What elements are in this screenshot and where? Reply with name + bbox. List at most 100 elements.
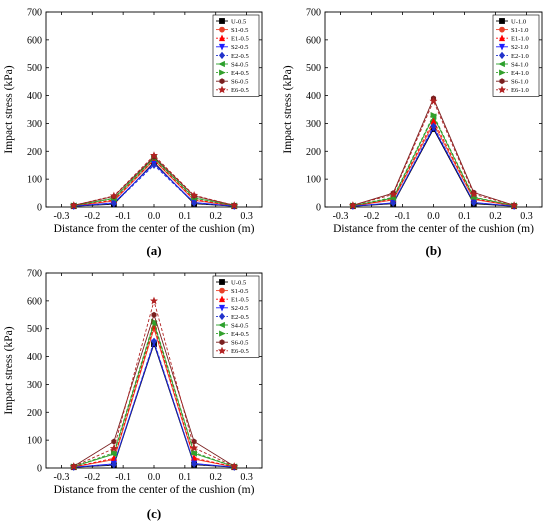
legend-marker [498, 85, 506, 94]
x-tick-label: 0.3 [240, 472, 253, 483]
x-tick-label: -0.3 [54, 472, 70, 483]
y-tick-label: 500 [27, 63, 42, 74]
chart-panel-2: 0 100 200 300 400 500 600 700 -0.3 -0.2 -0.1 0.0 0.1… [3, 269, 263, 521]
legend-marker [219, 312, 225, 321]
panel-label: (a) [146, 243, 161, 258]
data-point [191, 460, 198, 468]
series-E6-1.0 [348, 96, 519, 209]
legend-entry: S2-1.0 [511, 44, 529, 51]
x-tick-label: -0.2 [364, 211, 380, 222]
data-point [429, 96, 438, 105]
series-S6-1.0 [350, 95, 517, 209]
x-tick-label: 0.1 [458, 211, 471, 222]
y-tick-label: 0 [37, 203, 42, 214]
y-tick-label: 200 [306, 147, 321, 158]
legend-marker [218, 43, 226, 51]
legend-marker [498, 43, 506, 51]
x-tick-label: -0.3 [333, 211, 349, 222]
legend: U-0.5 S1-0.5 E1-0.5S2-0.5 E2-0.5S4-0.5 E4-0.… [212, 14, 260, 97]
legend-marker [219, 339, 225, 346]
series-line [73, 313, 235, 467]
legend-marker [218, 85, 226, 94]
series-line [73, 327, 235, 468]
legend-marker [218, 321, 225, 329]
y-tick-label: 700 [306, 8, 321, 19]
series-S2-1.0 [349, 124, 518, 210]
data-point [389, 190, 398, 198]
series-E2-0.5 [70, 337, 238, 471]
series-E6-0.5 [69, 296, 239, 470]
data-point [470, 199, 477, 207]
legend-entry: E2-1.0 [511, 53, 529, 60]
legend-entry: E2-0.5 [231, 53, 249, 60]
legend-entry: U-0.5 [231, 279, 247, 286]
legend-marker [498, 34, 506, 42]
legend: U-1.0 S1-1.0 E1-1.0S2-1.0 E2-1.0S4-1.0 E4-1.… [492, 14, 540, 97]
y-tick-label: 100 [306, 175, 321, 186]
data-point [151, 161, 157, 169]
legend-entry: S4-0.5 [231, 322, 249, 329]
chart-panel-0: 0 100 200 300 400 500 600 700 -0.3 -0.2 -0.1 0.0 0.1… [3, 8, 263, 258]
series-line [352, 99, 515, 206]
y-tick-label: 400 [306, 91, 321, 102]
legend-entry: S6-1.0 [511, 79, 529, 86]
legend-marker [218, 295, 226, 303]
x-tick-label: -0.3 [54, 211, 70, 222]
y-tick-label: 500 [306, 63, 321, 74]
legend-marker [219, 69, 226, 76]
y-tick-label: 100 [27, 175, 42, 186]
legend-marker [218, 34, 226, 42]
x-tick-label: -0.2 [84, 472, 100, 483]
data-point [390, 199, 397, 207]
x-tick-label: -0.1 [395, 211, 411, 222]
legend-marker [499, 69, 506, 76]
legend-marker [219, 78, 225, 85]
legend-entry: E1-1.0 [511, 36, 529, 43]
legend-entry: S6-0.5 [231, 79, 249, 86]
y-tick-label: 0 [37, 464, 42, 475]
legend-entry: S6-0.5 [231, 340, 249, 347]
legend-marker [499, 18, 505, 24]
y-tick-label: 600 [306, 35, 321, 46]
data-point [151, 337, 157, 345]
series-line [73, 342, 235, 468]
legend-marker [219, 51, 225, 60]
legend-marker [218, 304, 226, 312]
data-point [469, 190, 478, 198]
series-S2-0.5 [70, 339, 238, 471]
y-tick-label: 300 [27, 119, 42, 130]
y-tick-label: 300 [27, 380, 42, 391]
legend: U-0.5 S1-0.5 E1-0.5S2-0.5 E2-0.5S4-0.5 E4-0.… [212, 275, 260, 358]
legend-entry: S4-1.0 [511, 61, 529, 68]
x-tick-label: 0.3 [520, 211, 533, 222]
legend-entry: U-0.5 [231, 18, 247, 25]
data-point [150, 151, 158, 159]
series-E6-0.5 [69, 151, 239, 209]
legend-entry: S2-0.5 [231, 44, 249, 51]
legend-entry: E2-0.5 [231, 314, 249, 321]
y-tick-label: 400 [27, 352, 42, 363]
legend-marker [498, 60, 505, 68]
legend-entry: E4-0.5 [231, 70, 249, 77]
x-tick-label: 0.0 [148, 472, 161, 483]
series-line [73, 339, 235, 468]
legend-marker [499, 78, 505, 85]
y-tick-label: 400 [27, 91, 42, 102]
legend-entry: E4-1.0 [511, 70, 529, 77]
data-point [150, 296, 158, 305]
data-point [190, 443, 199, 452]
legend-entry: S1-0.5 [231, 27, 249, 34]
x-tick-label: -0.2 [84, 211, 100, 222]
legend-marker [219, 18, 225, 24]
y-tick-label: 500 [27, 324, 42, 335]
data-point [190, 191, 199, 199]
legend-entry: E6-1.0 [511, 87, 529, 94]
data-point [191, 449, 198, 456]
x-tick-label: 0.2 [209, 211, 222, 222]
data-point [430, 112, 438, 119]
y-tick-label: 600 [27, 296, 42, 307]
legend-marker [219, 279, 225, 285]
legend-entry: E6-0.5 [231, 87, 249, 94]
series-line [73, 154, 235, 206]
